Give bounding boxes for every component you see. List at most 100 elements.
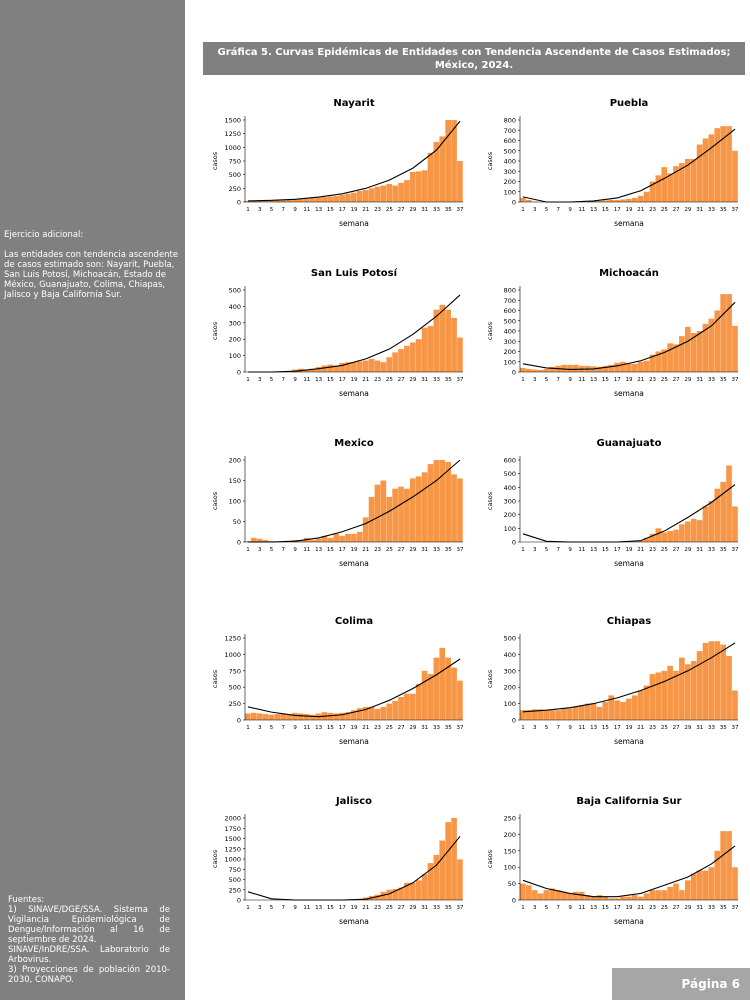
bar xyxy=(356,191,363,202)
bar xyxy=(292,199,298,202)
x-tick-label: 31 xyxy=(696,207,703,213)
x-tick-label: 11 xyxy=(303,725,310,731)
x-tick-label: 37 xyxy=(732,905,739,911)
chart-title: Colima xyxy=(335,616,373,627)
y-tick-label: 0 xyxy=(237,539,241,547)
bar xyxy=(303,369,310,372)
bar xyxy=(573,891,579,900)
y-tick-label: 0 xyxy=(237,897,241,905)
y-tick-label: 0 xyxy=(512,717,516,725)
x-tick-label: 31 xyxy=(696,547,703,553)
bar xyxy=(655,351,662,372)
x-tick-label: 21 xyxy=(637,207,644,213)
y-tick-label: 500 xyxy=(229,171,241,179)
x-tick-label: 35 xyxy=(720,725,727,731)
bar xyxy=(445,120,451,202)
bar xyxy=(415,476,422,542)
x-tick-label: 13 xyxy=(315,207,322,213)
y-tick-label: 100 xyxy=(229,498,241,506)
bar xyxy=(549,710,556,720)
x-tick-label: 37 xyxy=(457,377,464,383)
x-axis-label: semana xyxy=(614,559,644,568)
bar xyxy=(409,882,416,900)
x-tick-label: 13 xyxy=(315,377,322,383)
x-tick-label: 1 xyxy=(246,207,250,213)
x-tick-label: 35 xyxy=(720,905,727,911)
x-tick-label: 25 xyxy=(386,725,393,731)
chart-title: Chiapas xyxy=(607,616,652,627)
bar xyxy=(520,883,526,900)
chart-title: Jalisco xyxy=(335,796,372,807)
y-tick-label: 250 xyxy=(229,185,241,193)
bar xyxy=(421,472,428,542)
x-tick-label: 33 xyxy=(433,207,440,213)
bar xyxy=(732,150,738,202)
bar xyxy=(433,460,440,542)
bar xyxy=(673,166,679,202)
y-tick-label: 300 xyxy=(504,498,516,506)
bar xyxy=(245,200,251,202)
x-tick-label: 37 xyxy=(457,547,464,553)
bar xyxy=(567,893,573,900)
bar xyxy=(339,194,345,202)
x-tick-label: 19 xyxy=(351,207,358,213)
trend-line xyxy=(247,836,461,901)
sources: Fuentes: 1) SINAVE/DGE/SSA. Sistema de V… xyxy=(8,895,170,985)
x-tick-label: 25 xyxy=(386,207,393,213)
bar xyxy=(649,354,656,372)
bar xyxy=(608,199,615,202)
x-tick-label: 29 xyxy=(409,725,416,731)
bar xyxy=(732,867,738,900)
bar xyxy=(590,896,597,900)
x-tick-label: 15 xyxy=(327,377,334,383)
x-tick-label: 19 xyxy=(626,547,633,553)
bar xyxy=(356,531,363,542)
bar xyxy=(362,517,369,542)
x-tick-label: 9 xyxy=(293,377,297,383)
bar xyxy=(525,710,532,720)
x-axis-label: semana xyxy=(614,737,644,746)
x-tick-label: 27 xyxy=(673,905,680,911)
bar xyxy=(427,674,434,720)
trend-line xyxy=(522,845,736,898)
bar xyxy=(439,136,446,202)
bar xyxy=(626,896,632,900)
x-tick-label: 13 xyxy=(590,905,597,911)
bar xyxy=(457,859,463,900)
x-axis-label: semana xyxy=(339,917,369,926)
x-tick-label: 31 xyxy=(421,207,428,213)
bar xyxy=(404,693,410,720)
bar xyxy=(614,898,620,900)
x-tick-label: 25 xyxy=(661,377,668,383)
bar xyxy=(649,674,656,720)
bar xyxy=(451,667,457,720)
bar xyxy=(409,342,416,372)
x-tick-label: 23 xyxy=(649,377,656,383)
bar xyxy=(457,478,463,542)
bar xyxy=(374,360,381,372)
bar xyxy=(457,680,463,720)
x-tick-label: 23 xyxy=(374,905,381,911)
bar xyxy=(525,885,532,900)
bar xyxy=(555,890,562,900)
x-tick-label: 3 xyxy=(258,377,262,383)
x-tick-label: 21 xyxy=(637,905,644,911)
exercise: Ejercicio adicional: Las entidades con t… xyxy=(4,230,182,300)
bar xyxy=(256,538,263,542)
bar xyxy=(327,196,334,202)
bar xyxy=(298,539,304,542)
bar xyxy=(351,362,357,372)
x-tick-label: 19 xyxy=(351,547,358,553)
bar xyxy=(690,158,697,202)
bar xyxy=(439,840,446,900)
bar xyxy=(673,529,679,542)
bar xyxy=(274,200,281,202)
bar xyxy=(637,361,644,372)
x-tick-label: 17 xyxy=(614,377,621,383)
chart-title: Baja California Sur xyxy=(576,796,681,807)
bar xyxy=(386,889,393,900)
bar xyxy=(404,345,410,372)
bar xyxy=(374,708,381,720)
